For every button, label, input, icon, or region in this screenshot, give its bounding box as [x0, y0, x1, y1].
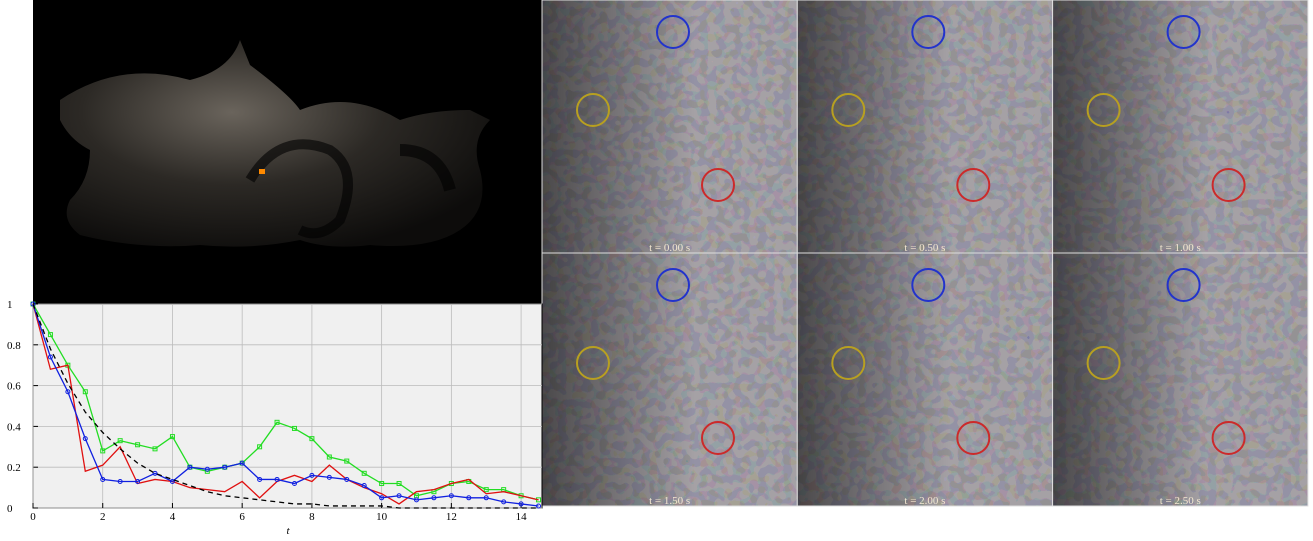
shading	[1053, 0, 1206, 253]
panel-label: t = 0.50 s	[904, 242, 945, 254]
y-tick-label: 0	[7, 503, 13, 515]
x-tick-label: 8	[309, 511, 315, 523]
x-tick-label: 10	[376, 511, 388, 523]
y-tick-label: 0.4	[7, 421, 21, 433]
y-tick-label: 1	[7, 299, 13, 311]
x-tick-label: 14	[516, 511, 528, 523]
shading	[797, 253, 950, 506]
panel: t = 2.50 s	[1053, 253, 1308, 507]
panel-label: t = 2.00 s	[904, 495, 945, 507]
x-tick-label: 12	[446, 511, 457, 523]
x-tick-label: 2	[100, 511, 106, 523]
y-tick-label: 0.8	[7, 340, 21, 352]
x-tick-label: 6	[239, 511, 245, 523]
panel: t = 1.00 s	[1053, 0, 1308, 254]
x-tick-label: 0	[30, 511, 36, 523]
panel: t = 0.50 s	[797, 0, 1052, 254]
shading	[1053, 253, 1206, 506]
panel-label: t = 1.50 s	[649, 495, 690, 507]
x-tick-label: 4	[170, 511, 176, 523]
figure: t = 0.00 s t = 0.50 s t = 1.00 s t = 1.50 s…	[0, 0, 1313, 541]
x-axis-label: t	[286, 525, 290, 537]
y-tick-label: 0.6	[7, 381, 21, 393]
panel-label: t = 2.50 s	[1160, 495, 1201, 507]
shading	[542, 0, 695, 253]
panel-label: t = 1.00 s	[1160, 242, 1201, 254]
render	[33, 0, 542, 304]
y-tick-label: 0.2	[7, 462, 21, 474]
panel: t = 0.00 s	[542, 0, 797, 254]
panel-label: t = 0.00 s	[649, 242, 690, 254]
panels: t = 0.00 s t = 0.50 s t = 1.00 s t = 1.50 s…	[542, 0, 1308, 507]
panel: t = 1.50 s	[542, 253, 797, 507]
panel: t = 2.00 s	[797, 253, 1052, 507]
shading	[542, 253, 695, 506]
shading	[797, 0, 950, 253]
